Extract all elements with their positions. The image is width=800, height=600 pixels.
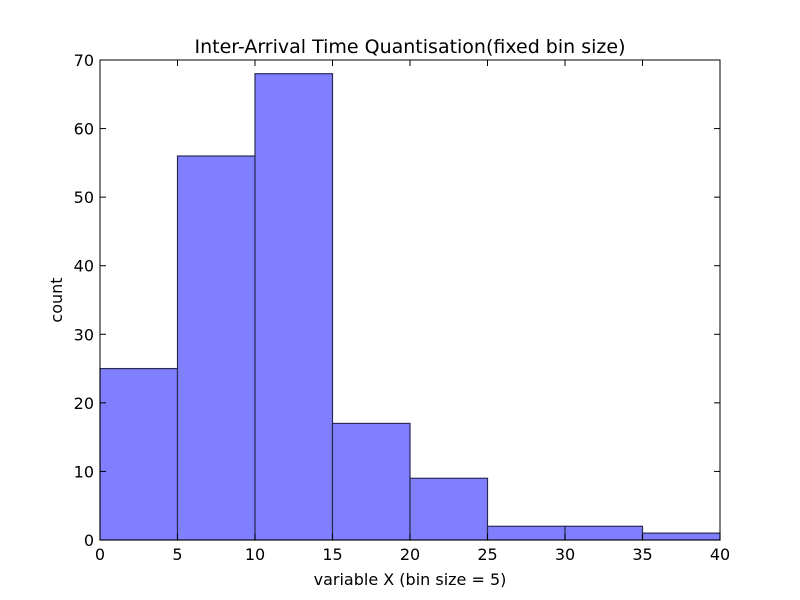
bars-group xyxy=(99,73,721,541)
x-tick-label-0: 0 xyxy=(95,545,105,564)
x-tick-label-1: 5 xyxy=(172,545,182,564)
histogram-bar-1 xyxy=(176,155,256,541)
y-tick-label-5: 50 xyxy=(74,188,94,207)
chart-title: Inter-Arrival Time Quantisation(fixed bi… xyxy=(195,36,626,58)
histogram-bar-3 xyxy=(331,422,411,541)
histogram-bar-7 xyxy=(641,532,721,541)
y-tick-label-0: 0 xyxy=(84,531,94,550)
y-tick-label-1: 10 xyxy=(74,462,94,481)
y-axis-label: count xyxy=(47,277,66,322)
histogram-bar-0 xyxy=(99,367,179,541)
plot-area-frame xyxy=(99,59,721,541)
x-tick-label-3: 15 xyxy=(322,545,342,564)
x-tick-label-5: 25 xyxy=(477,545,497,564)
x-tick-label-4: 20 xyxy=(400,545,420,564)
x-axis-label: variable X (bin size = 5) xyxy=(314,570,507,589)
x-tick-label-7: 35 xyxy=(632,545,652,564)
y-tick-label-4: 40 xyxy=(74,257,94,276)
histogram-bar-4 xyxy=(409,477,489,541)
y-tick-label-7: 70 xyxy=(74,51,94,70)
histogram-bar-6 xyxy=(564,525,644,541)
ticks-group: 0 5 10 15 20 25 30 35 40 0 10 20 30 40 50 60 70 xyxy=(74,51,731,564)
x-tick-label-8: 40 xyxy=(710,545,730,564)
histogram-bar-2 xyxy=(254,73,334,541)
y-tick-label-2: 20 xyxy=(74,394,94,413)
x-tick-label-6: 30 xyxy=(555,545,575,564)
y-tick-label-6: 60 xyxy=(74,120,94,139)
y-tick-label-3: 30 xyxy=(74,325,94,344)
x-tick-label-2: 10 xyxy=(245,545,265,564)
histogram-bar-5 xyxy=(486,525,566,541)
